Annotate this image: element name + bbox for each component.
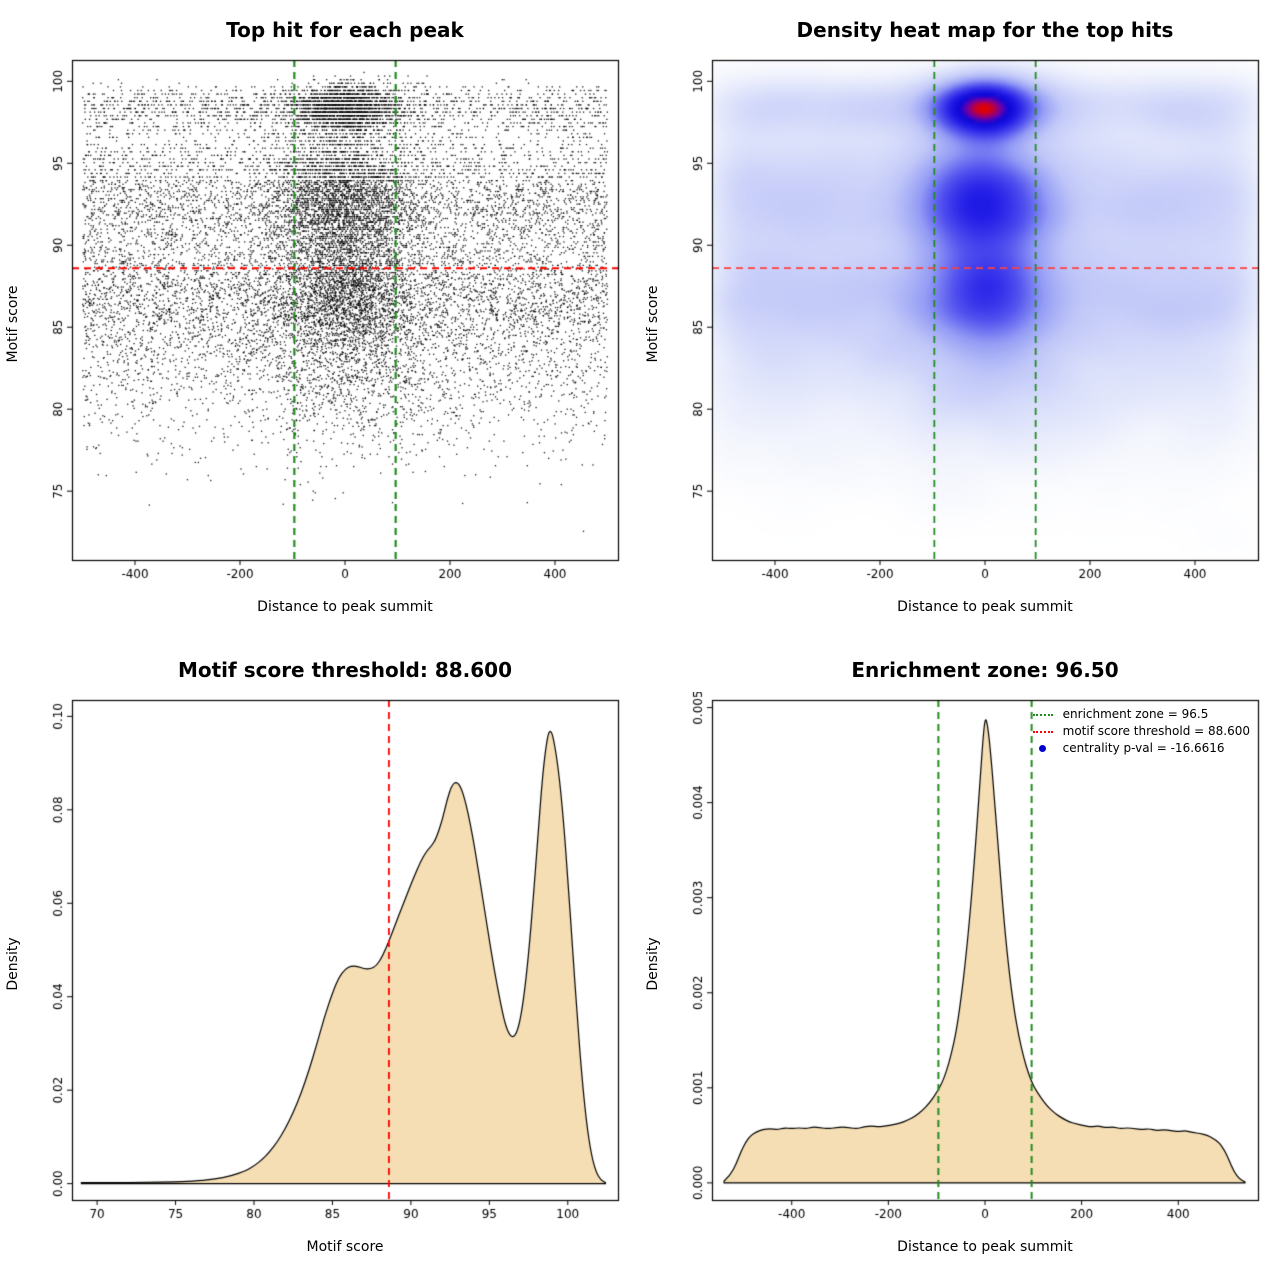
legend-item-centrality-pval: centrality p-val = -16.6616 [1033,740,1250,757]
x-axis-label: Distance to peak summit [257,599,433,615]
legend-label: centrality p-val = -16.6616 [1062,741,1225,755]
distance-density-canvas [666,692,1272,1236]
density-heatmap-canvas [666,52,1272,596]
legend-symbol-wrap [1032,713,1063,716]
dotted-line-symbol [1032,730,1053,733]
legend-label: motif score threshold = 88.600 [1062,724,1250,738]
dotted-line-symbol [1032,713,1053,716]
y-axis-label: Density [5,937,21,991]
legend-item-score-threshold: motif score threshold = 88.600 [1032,723,1250,740]
y-axis-label: Motif score [645,285,661,363]
chart-title: Density heat map for the top hits [796,18,1174,42]
chart-title: Top hit for each peak [226,18,464,42]
panel-density-heatmap: Density heat map for the top hits Motif … [640,0,1280,640]
plot-row: Density [0,692,640,1236]
panel-distance-density: Enrichment zone: 96.50 Density Distance … [640,640,1280,1280]
legend-item-enrichment-zone: enrichment zone = 96.5 [1032,706,1250,723]
y-axis-label: Motif score [5,285,21,363]
plot-row: Motif score [640,52,1280,596]
y-axis-label-wrap: Motif score [0,52,26,596]
x-axis-label: Distance to peak summit [897,1239,1073,1255]
legend: enrichment zone = 96.5 motif score thres… [1032,706,1250,757]
x-axis-label: Motif score [306,1239,384,1255]
y-axis-label-wrap: Density [640,692,666,1236]
score-density-canvas [26,692,632,1236]
y-axis-label-wrap: Density [0,692,26,1236]
legend-symbol-wrap [1033,745,1063,752]
y-axis-label-wrap: Motif score [640,52,666,596]
plot-row: Motif score [0,52,640,596]
top-hits-scatter-canvas [26,52,632,596]
legend-symbol-wrap [1032,730,1063,733]
chart-title: Enrichment zone: 96.50 [851,658,1119,682]
plot-row: Density [640,692,1280,1236]
chart-title: Motif score threshold: 88.600 [177,658,513,682]
x-axis-label: Distance to peak summit [897,599,1073,615]
point-symbol [1038,745,1046,752]
panel-score-density: Motif score threshold: 88.600 Density Mo… [0,640,640,1280]
legend-label: enrichment zone = 96.5 [1062,707,1209,721]
panel-top-hits-scatter: Top hit for each peak Motif score Distan… [0,0,640,640]
y-axis-label: Density [645,937,661,991]
